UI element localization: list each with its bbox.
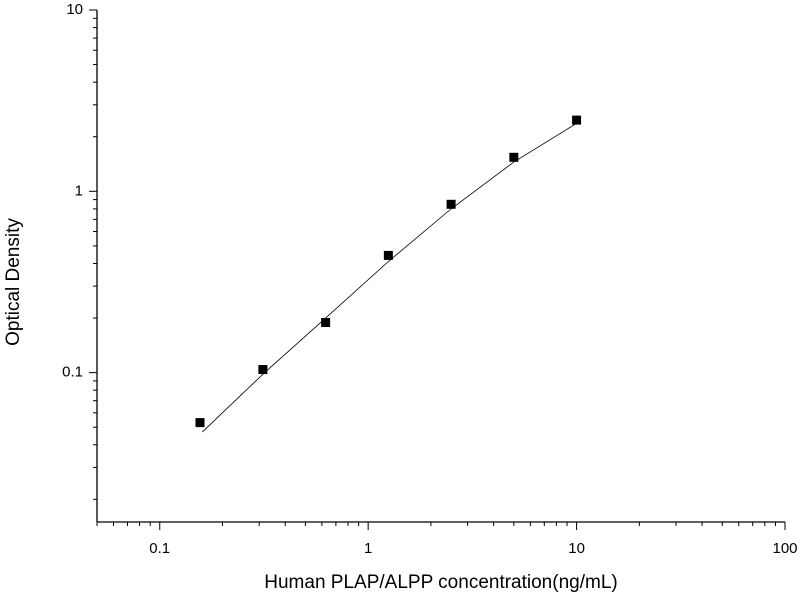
y-tick-label: 10 bbox=[66, 1, 83, 18]
x-tick-label: 0.1 bbox=[149, 540, 170, 557]
x-tick-label: 1 bbox=[364, 540, 372, 557]
y-tick-label: 0.1 bbox=[62, 364, 83, 381]
data-point bbox=[572, 115, 582, 125]
data-point bbox=[321, 317, 331, 327]
x-tick-label: 100 bbox=[772, 540, 797, 557]
x-axis-title: Human PLAP/ALPP concentration(ng/mL) bbox=[264, 572, 617, 593]
y-tick-label: 1 bbox=[75, 182, 83, 199]
data-point bbox=[446, 199, 456, 209]
data-point bbox=[258, 365, 268, 375]
data-point bbox=[509, 152, 519, 162]
data-point bbox=[383, 250, 393, 260]
x-tick-label: 10 bbox=[568, 540, 585, 557]
data-point bbox=[195, 418, 205, 428]
y-axis-title: Optical Density bbox=[3, 218, 24, 346]
fit-curve bbox=[202, 123, 577, 433]
